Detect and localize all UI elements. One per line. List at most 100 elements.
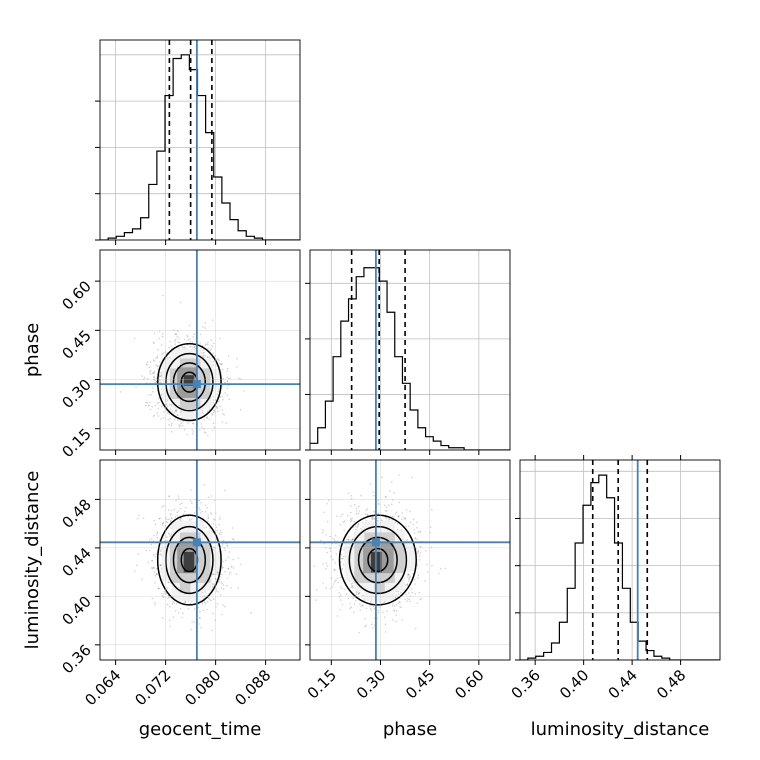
sample-point: [198, 617, 200, 619]
sample-point: [404, 517, 407, 519]
sample-point: [384, 623, 387, 626]
sample-point: [336, 615, 339, 617]
sample-point: [407, 597, 409, 600]
sample-point: [362, 522, 364, 524]
panel-frame: [519, 459, 721, 661]
density-cell: [177, 367, 188, 378]
sample-point: [402, 517, 405, 519]
sample-point: [417, 549, 420, 552]
sample-point: [193, 333, 195, 336]
sample-point: [386, 509, 388, 512]
sample-point: [360, 494, 362, 497]
sample-point: [411, 476, 413, 479]
sample-point: [385, 496, 387, 499]
sample-point: [161, 406, 163, 408]
sample-point: [416, 521, 418, 524]
sample-point: [174, 610, 177, 612]
sample-point: [154, 379, 156, 382]
sample-point: [350, 511, 352, 514]
sample-point: [413, 529, 415, 531]
sample-point: [210, 348, 212, 350]
sample-point: [216, 358, 218, 361]
sample-point: [340, 561, 342, 563]
sample-point: [395, 609, 398, 612]
sample-point: [162, 417, 165, 419]
sample-point: [408, 525, 410, 527]
sample-point: [206, 356, 209, 359]
sample-point: [220, 532, 223, 534]
sample-point: [333, 568, 336, 571]
sample-point: [208, 496, 210, 499]
sample-point: [169, 356, 171, 359]
sample-point: [222, 398, 224, 401]
sample-point: [178, 510, 180, 512]
sample-point: [216, 603, 219, 605]
sample-point: [325, 568, 327, 570]
density-cell: [171, 520, 183, 532]
sample-point: [156, 365, 158, 368]
sample-point: [183, 428, 186, 431]
sample-point: [189, 500, 192, 503]
sample-point: [397, 515, 400, 518]
sample-point: [351, 517, 353, 519]
sample-point: [190, 628, 192, 631]
sample-point: [408, 580, 410, 583]
sample-point: [365, 624, 367, 627]
sample-point: [152, 415, 155, 418]
sample-point: [406, 576, 409, 578]
sample-point: [186, 433, 189, 436]
sample-point: [179, 503, 181, 506]
sample-point: [176, 419, 179, 422]
sample-point: [322, 529, 325, 531]
density-cell: [394, 562, 405, 573]
sample-point: [154, 601, 156, 604]
sample-point: [331, 586, 334, 588]
sample-point: [203, 601, 206, 604]
density-cell: [404, 540, 415, 552]
sample-point: [167, 412, 169, 414]
sample-point: [148, 404, 150, 407]
sample-point: [147, 561, 149, 564]
sample-point: [383, 601, 385, 603]
sample-point: [384, 616, 386, 619]
panel-hist-phase: [305, 249, 511, 455]
sample-point: [193, 608, 196, 610]
x-tick-label: 0.080: [181, 666, 224, 709]
sample-point: [155, 573, 158, 575]
density-cell: [383, 552, 394, 564]
sample-point: [152, 341, 155, 344]
sample-point: [332, 583, 335, 585]
sample-point: [199, 342, 201, 344]
sample-point: [174, 338, 177, 341]
sample-point: [222, 368, 224, 371]
sample-point: [228, 551, 231, 553]
sample-point: [182, 612, 184, 615]
sample-point: [444, 567, 447, 570]
sample-point: [216, 571, 218, 574]
sample-point: [355, 593, 358, 595]
sample-point: [175, 499, 177, 502]
sample-point: [414, 627, 417, 630]
contour-level: [172, 362, 207, 403]
sample-point: [184, 510, 186, 513]
sample-point: [343, 529, 345, 531]
sample-point: [352, 586, 354, 589]
sample-point: [371, 518, 374, 520]
sample-point: [216, 529, 219, 532]
sample-point: [362, 526, 364, 528]
sample-point: [167, 597, 169, 600]
sample-point: [352, 538, 354, 540]
sample-point: [167, 533, 170, 535]
sample-point: [373, 617, 376, 619]
sample-point: [303, 524, 305, 526]
sample-point: [212, 573, 215, 576]
sample-point: [206, 608, 208, 611]
sample-point: [192, 422, 195, 425]
density-cell: [177, 552, 188, 564]
density-cell: [211, 368, 223, 380]
sample-point: [180, 422, 182, 425]
sample-point: [315, 599, 317, 601]
sample-point: [228, 398, 231, 401]
sample-point: [198, 499, 201, 502]
panel-plot-area: [100, 40, 300, 240]
